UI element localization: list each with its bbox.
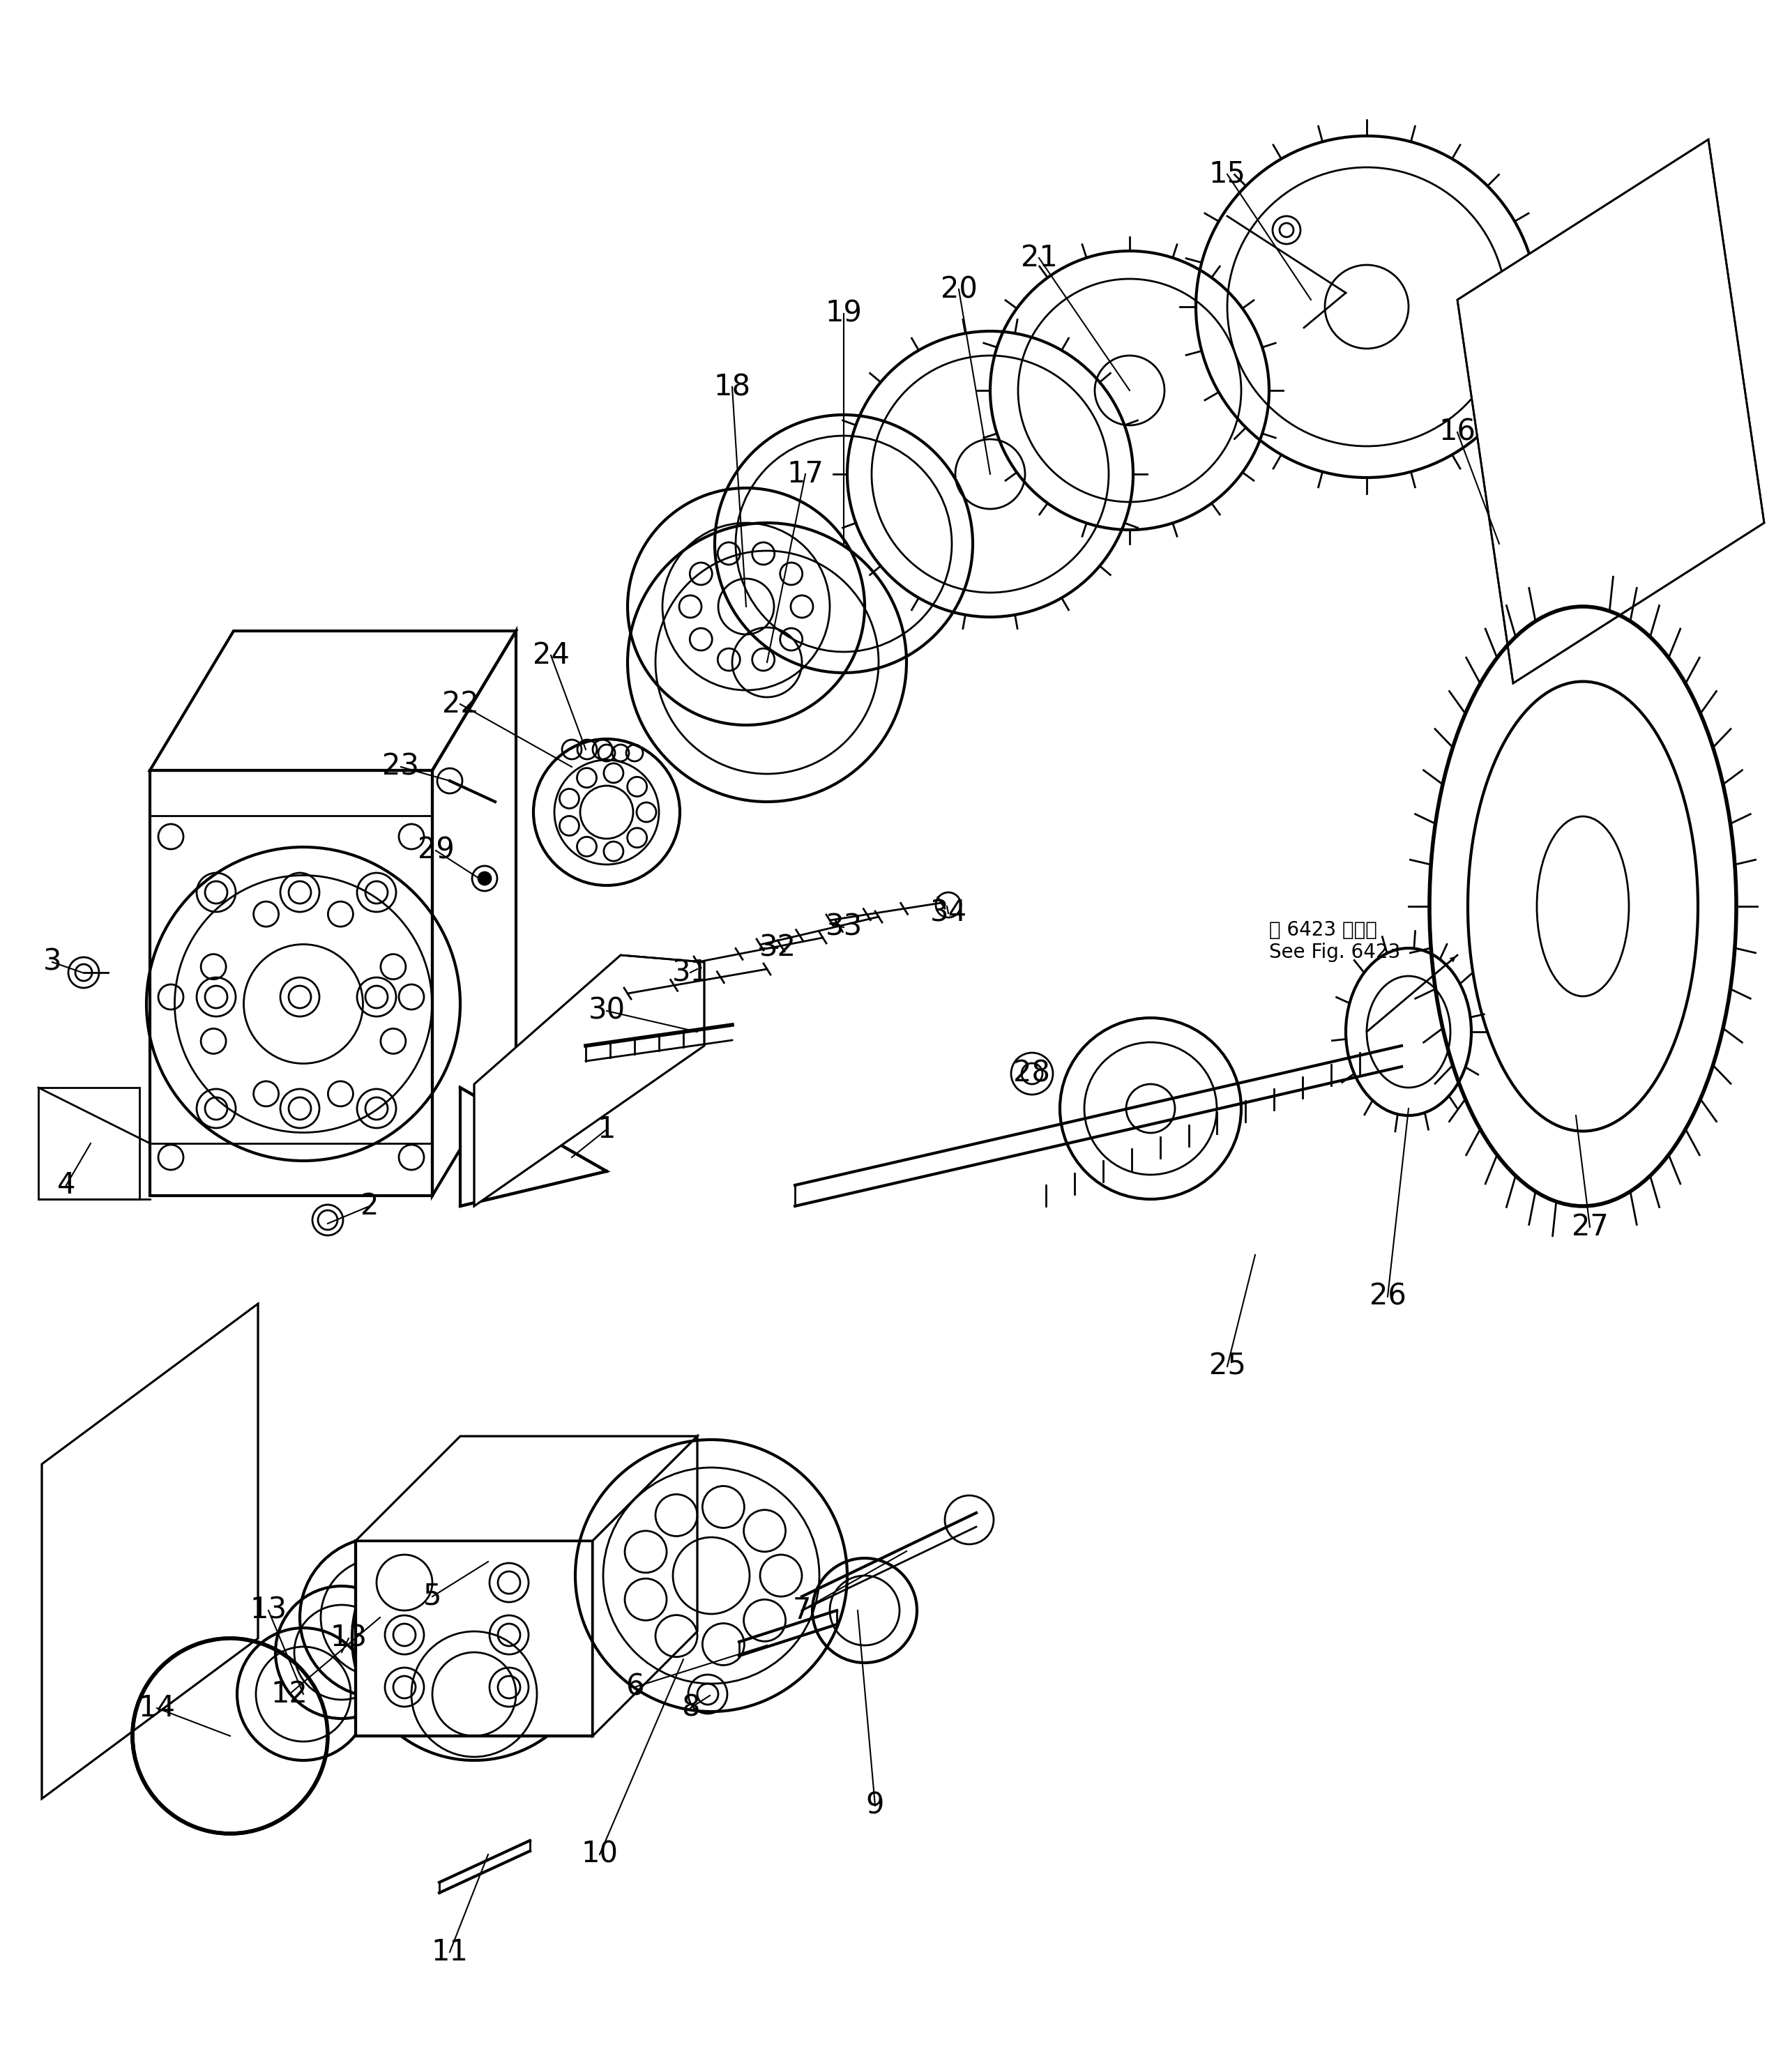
- Text: 13: 13: [250, 1595, 287, 1624]
- Text: 3: 3: [43, 947, 62, 976]
- Text: 8: 8: [681, 1693, 699, 1722]
- Text: 17: 17: [786, 460, 824, 489]
- Text: 10: 10: [581, 1840, 619, 1869]
- Text: 18: 18: [713, 373, 751, 402]
- Text: 5: 5: [423, 1581, 442, 1612]
- Text: 1: 1: [597, 1115, 615, 1144]
- Text: 27: 27: [1571, 1212, 1608, 1241]
- Text: 21: 21: [1020, 242, 1057, 274]
- Text: 26: 26: [1369, 1283, 1407, 1312]
- Polygon shape: [1457, 139, 1763, 684]
- Text: 6: 6: [626, 1672, 644, 1701]
- Text: 25: 25: [1209, 1351, 1246, 1382]
- Text: 33: 33: [826, 912, 863, 943]
- Text: 第 6423 図参照
See Fig. 6423: 第 6423 図参照 See Fig. 6423: [1269, 920, 1400, 961]
- Text: 15: 15: [1209, 160, 1246, 189]
- Text: 32: 32: [760, 934, 795, 963]
- Text: 34: 34: [929, 899, 966, 928]
- Text: 28: 28: [1013, 1059, 1050, 1088]
- Polygon shape: [355, 1542, 592, 1736]
- Text: 22: 22: [442, 690, 478, 719]
- Text: 20: 20: [940, 276, 977, 305]
- Text: 30: 30: [588, 997, 626, 1026]
- Text: 14: 14: [139, 1693, 175, 1722]
- Text: 23: 23: [383, 752, 419, 781]
- Text: 16: 16: [1439, 419, 1476, 448]
- Polygon shape: [474, 955, 704, 1206]
- Polygon shape: [592, 1436, 697, 1736]
- Text: 4: 4: [57, 1171, 75, 1200]
- Text: 24: 24: [533, 640, 569, 669]
- Text: 29: 29: [417, 835, 455, 866]
- Text: 9: 9: [867, 1790, 884, 1821]
- Ellipse shape: [478, 872, 490, 885]
- Text: 7: 7: [793, 1595, 811, 1624]
- Polygon shape: [355, 1436, 697, 1542]
- Text: 13: 13: [330, 1624, 367, 1653]
- Ellipse shape: [1022, 1063, 1043, 1084]
- Text: 11: 11: [431, 1937, 469, 1966]
- Polygon shape: [41, 1303, 259, 1798]
- Text: 2: 2: [360, 1191, 378, 1220]
- Text: 19: 19: [826, 298, 863, 327]
- Text: 12: 12: [271, 1680, 308, 1709]
- Text: 31: 31: [672, 957, 710, 986]
- Polygon shape: [460, 1088, 606, 1206]
